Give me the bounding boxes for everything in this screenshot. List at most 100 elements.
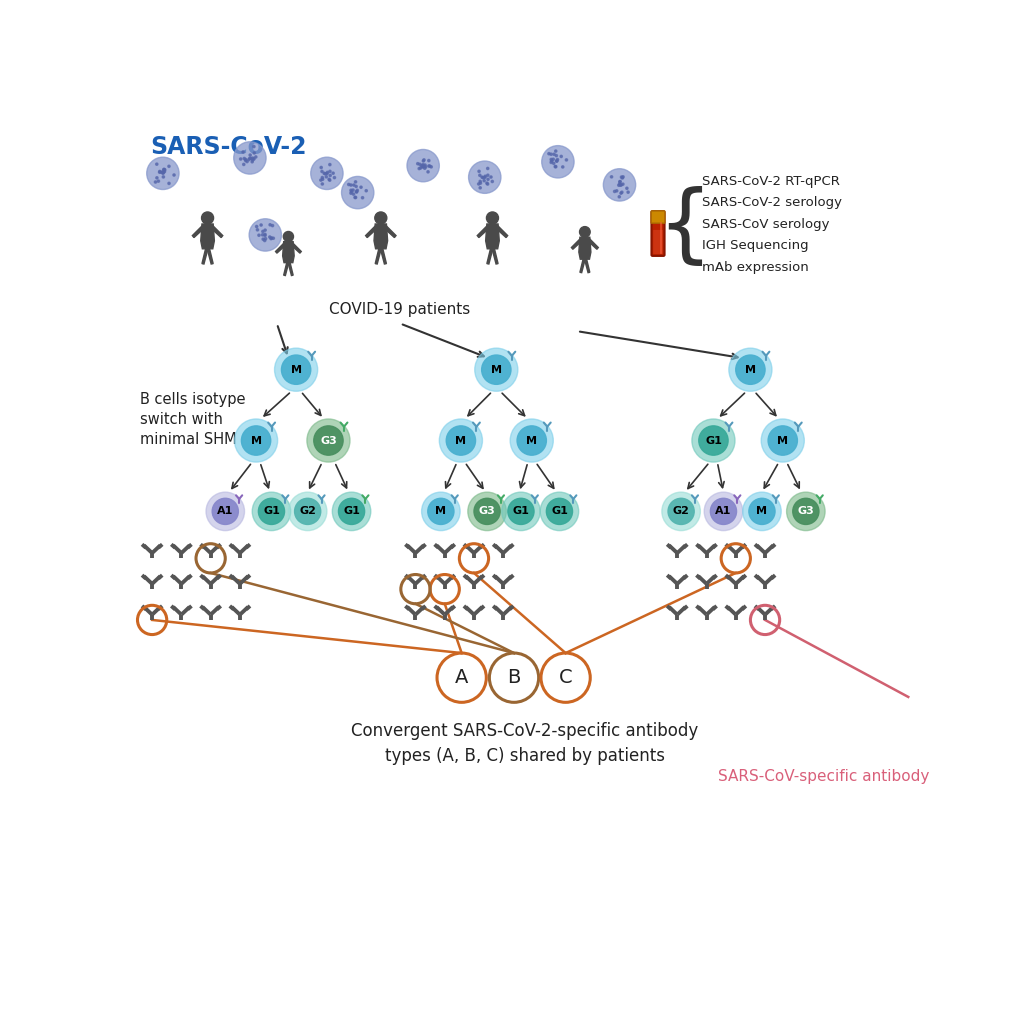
Circle shape xyxy=(550,161,552,163)
Circle shape xyxy=(786,492,825,531)
Circle shape xyxy=(428,498,454,525)
Circle shape xyxy=(321,166,323,168)
Circle shape xyxy=(249,157,251,159)
Circle shape xyxy=(310,157,343,190)
Circle shape xyxy=(234,419,278,463)
Circle shape xyxy=(417,162,419,164)
Circle shape xyxy=(555,165,557,167)
Circle shape xyxy=(622,176,625,178)
Circle shape xyxy=(486,178,489,181)
Circle shape xyxy=(560,155,562,157)
Circle shape xyxy=(253,158,255,160)
Circle shape xyxy=(355,191,357,193)
Circle shape xyxy=(469,161,501,193)
Circle shape xyxy=(256,226,258,228)
Text: G1: G1 xyxy=(343,506,360,517)
Circle shape xyxy=(761,419,804,463)
Circle shape xyxy=(333,492,371,531)
Circle shape xyxy=(618,181,622,183)
Polygon shape xyxy=(380,249,386,264)
Circle shape xyxy=(261,234,263,236)
Circle shape xyxy=(479,181,481,183)
Circle shape xyxy=(356,189,358,192)
Circle shape xyxy=(242,426,270,455)
Circle shape xyxy=(164,168,166,171)
Circle shape xyxy=(295,498,321,525)
Circle shape xyxy=(233,142,266,175)
Circle shape xyxy=(163,168,165,171)
Text: SARS-CoV-2 RT-qPCR: SARS-CoV-2 RT-qPCR xyxy=(701,175,840,188)
Circle shape xyxy=(322,183,324,185)
Circle shape xyxy=(662,492,700,531)
Polygon shape xyxy=(212,226,223,238)
Circle shape xyxy=(542,146,574,178)
Circle shape xyxy=(327,172,329,174)
Circle shape xyxy=(424,167,426,169)
Circle shape xyxy=(553,162,555,164)
Circle shape xyxy=(610,176,612,178)
Circle shape xyxy=(618,196,621,198)
Circle shape xyxy=(547,498,572,525)
Circle shape xyxy=(517,426,547,455)
Circle shape xyxy=(155,181,157,183)
Text: G3: G3 xyxy=(798,506,814,517)
Circle shape xyxy=(429,165,431,167)
Circle shape xyxy=(552,158,554,160)
Circle shape xyxy=(253,145,255,148)
Circle shape xyxy=(329,163,331,165)
Circle shape xyxy=(350,189,352,191)
Text: M: M xyxy=(435,506,446,517)
Circle shape xyxy=(603,168,636,201)
Circle shape xyxy=(163,172,165,174)
Polygon shape xyxy=(477,226,488,238)
Circle shape xyxy=(355,185,357,188)
Text: SARS-CoV serology: SARS-CoV serology xyxy=(701,217,829,231)
Polygon shape xyxy=(580,259,585,273)
Circle shape xyxy=(274,348,317,391)
Circle shape xyxy=(313,426,343,455)
Circle shape xyxy=(342,177,374,208)
Circle shape xyxy=(565,159,567,161)
Circle shape xyxy=(264,235,266,237)
Circle shape xyxy=(481,176,483,179)
Circle shape xyxy=(422,163,424,165)
Circle shape xyxy=(326,173,328,175)
Circle shape xyxy=(258,498,285,525)
Circle shape xyxy=(620,192,623,194)
Circle shape xyxy=(618,181,621,183)
Circle shape xyxy=(350,191,352,193)
Circle shape xyxy=(555,154,557,157)
Circle shape xyxy=(339,498,365,525)
Circle shape xyxy=(334,177,336,179)
Circle shape xyxy=(502,492,541,531)
Circle shape xyxy=(354,196,356,198)
Text: M: M xyxy=(744,364,756,375)
FancyBboxPatch shape xyxy=(653,230,663,254)
Circle shape xyxy=(269,224,271,226)
Circle shape xyxy=(319,179,322,182)
Circle shape xyxy=(551,160,553,162)
Circle shape xyxy=(510,419,553,463)
Circle shape xyxy=(580,227,590,237)
Circle shape xyxy=(556,160,558,162)
Circle shape xyxy=(483,177,486,179)
Circle shape xyxy=(264,233,266,236)
Circle shape xyxy=(159,171,161,173)
Circle shape xyxy=(439,419,482,463)
Circle shape xyxy=(264,229,266,232)
Circle shape xyxy=(258,234,260,236)
Circle shape xyxy=(252,159,254,161)
Circle shape xyxy=(289,492,327,531)
Circle shape xyxy=(486,183,488,185)
Circle shape xyxy=(508,498,535,525)
Circle shape xyxy=(322,177,324,179)
Circle shape xyxy=(322,178,324,181)
Circle shape xyxy=(163,171,166,173)
Circle shape xyxy=(352,189,354,191)
Circle shape xyxy=(424,165,427,168)
Circle shape xyxy=(478,171,480,173)
Circle shape xyxy=(260,224,262,226)
Circle shape xyxy=(354,181,356,183)
Polygon shape xyxy=(292,243,301,253)
Circle shape xyxy=(621,184,623,186)
